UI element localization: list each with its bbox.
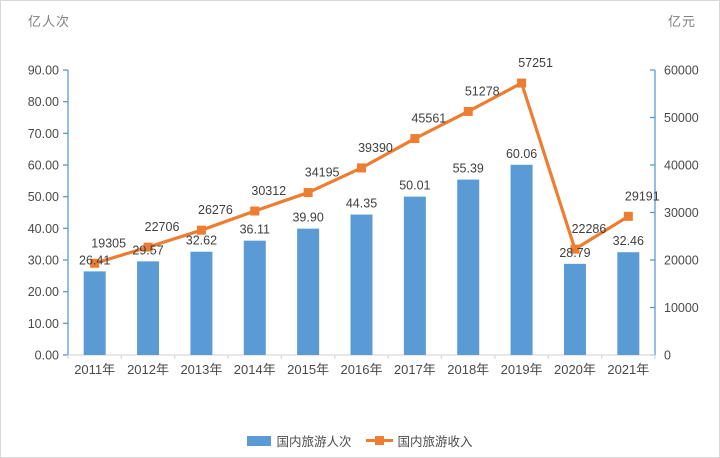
line-data-label: 22286 — [572, 222, 607, 236]
line-marker-2013年 — [196, 225, 206, 235]
bar-data-label: 26.41 — [79, 253, 110, 267]
left-axis-tick-label: 50.00 — [28, 190, 59, 204]
line-marker-2015年 — [303, 188, 313, 198]
line-marker-2012年 — [143, 242, 153, 252]
x-axis-category-label: 2017年 — [394, 362, 436, 377]
x-axis-category-label: 2019年 — [501, 362, 543, 377]
left-axis-tick-label: 60.00 — [28, 159, 59, 173]
bar-2013年 — [190, 251, 213, 355]
left-axis-tick-label: 90.00 — [28, 64, 59, 78]
bar-2017年 — [403, 196, 426, 355]
bar-data-label: 36.11 — [240, 223, 270, 237]
left-axis-tick-label: 30.00 — [28, 254, 59, 268]
bar-data-label: 29.57 — [132, 243, 163, 257]
line-data-label: 51278 — [465, 84, 500, 98]
bar-2011年 — [83, 271, 106, 355]
line-data-label: 45561 — [411, 112, 446, 126]
bar-data-label: 39.90 — [292, 211, 323, 225]
left-axis-tick-label: 10.00 — [28, 317, 59, 331]
bar-2018年 — [457, 179, 480, 355]
bar-data-label: 32.62 — [186, 234, 217, 248]
bar-data-label: 32.46 — [613, 234, 644, 248]
line-marker-2018年 — [463, 106, 473, 116]
line-data-label: 22706 — [145, 220, 180, 234]
line-marker-2020年 — [570, 244, 580, 254]
bar-data-label: 55.39 — [453, 162, 484, 176]
line-data-label: 29191 — [625, 189, 660, 203]
x-axis-category-label: 2020年 — [554, 362, 596, 377]
line-data-label: 34195 — [305, 166, 340, 180]
right-axis-tick-label: 30000 — [664, 206, 699, 220]
x-axis-category-label: 2011年 — [74, 362, 115, 377]
line-marker-2021年 — [623, 211, 633, 221]
legend-bar-label: 国内旅游人次 — [276, 435, 352, 449]
x-axis-category-label: 2021年 — [607, 362, 649, 377]
legend-item-bar-series: 国内旅游人次 — [247, 431, 352, 450]
bar-series-swatch-icon — [247, 435, 272, 446]
right-axis-tick-label: 60000 — [664, 64, 699, 78]
right-axis-tick-label: 10000 — [664, 301, 699, 315]
x-axis-category-label: 2016年 — [341, 362, 383, 377]
x-axis-category-label: 2015年 — [287, 362, 329, 377]
line-marker-2014年 — [250, 206, 260, 216]
line-series-swatch-icon — [365, 436, 393, 446]
chart-plot-area: 0.00 10.00 20.00 30.00 40.00 50.00 60.00 70.00 8… — [28, 56, 699, 377]
left-axis-tick-label: 40.00 — [28, 222, 59, 236]
x-axis-category-label: 2012年 — [127, 362, 169, 377]
right-axis-title: 亿元 — [667, 14, 696, 29]
legend-item-line-series: 国内旅游收入 — [365, 431, 473, 450]
left-axis-tick-label: 80.00 — [28, 95, 59, 109]
left-axis-tick-label: 0.00 — [35, 349, 59, 363]
left-axis-title: 亿人次 — [28, 14, 71, 29]
bar-data-label: 44.35 — [346, 197, 377, 211]
line-data-label: 30312 — [251, 184, 286, 198]
line-marker-2011年 — [90, 258, 100, 268]
bar-2021年 — [617, 252, 640, 355]
bar-2016年 — [350, 214, 373, 355]
legend: 国内旅游人次 国内旅游收入 — [1, 431, 719, 450]
left-axis-tick-label: 70.00 — [28, 127, 59, 141]
bar-2015年 — [297, 228, 320, 355]
x-axis-category-label: 2018年 — [447, 362, 489, 377]
bar-data-label: 28.79 — [559, 246, 590, 260]
bar-data-label: 60.06 — [506, 147, 537, 161]
right-axis-tick-label: 0 — [664, 349, 671, 363]
line-marker-2019年 — [517, 78, 527, 88]
line-data-label: 57251 — [518, 56, 553, 70]
line-data-label: 26276 — [198, 203, 233, 217]
line-marker-2016年 — [357, 163, 366, 173]
bar-2020年 — [563, 263, 586, 355]
bar-data-label: 50.01 — [399, 179, 430, 193]
right-axis-tick-label: 20000 — [664, 254, 699, 268]
line-marker-2017年 — [410, 134, 420, 144]
legend-line-label: 国内旅游收入 — [397, 435, 473, 449]
bar-2019年 — [510, 164, 533, 355]
right-axis-tick-label: 40000 — [664, 159, 699, 173]
left-axis-tick-label: 20.00 — [28, 285, 59, 299]
right-axis-tick-label: 50000 — [664, 111, 699, 125]
x-axis-category-label: 2013年 — [180, 362, 222, 377]
line-data-label: 39390 — [358, 141, 393, 155]
bar-2014年 — [243, 240, 266, 355]
line-data-label: 19305 — [91, 236, 126, 250]
x-axis-category-label: 2014年 — [234, 362, 276, 377]
bar-2012年 — [137, 261, 160, 355]
